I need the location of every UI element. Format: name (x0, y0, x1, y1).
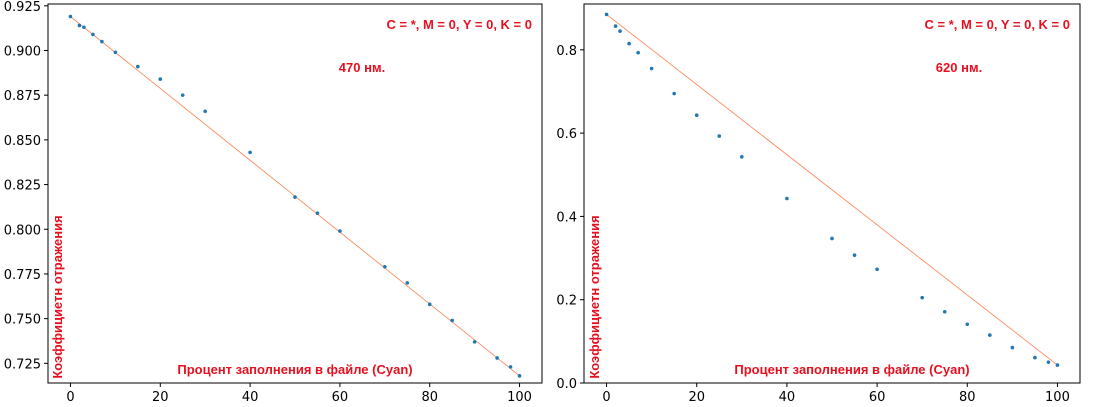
chart-2-axes: 0 20 40 60 80 100 0.0 0.2 0.4 0.6 0.8 (556, 44, 1070, 405)
data-point (694, 113, 699, 118)
chart-1-points (68, 14, 522, 378)
data-point (158, 77, 163, 81)
chart-2-plot-frame (583, 3, 1081, 384)
y-tick-label: 0.750 (4, 313, 41, 328)
data-point (495, 356, 499, 360)
chart-2-ylabel: Коэффициетн отражения (587, 215, 602, 378)
data-point (942, 309, 947, 314)
y-tick-label: 0.0 (556, 377, 577, 392)
data-point (338, 229, 342, 233)
chart-2-points (604, 12, 1060, 367)
chart-1-plot-frame (47, 3, 543, 384)
x-tick-label: 80 (959, 390, 976, 405)
y-tick-label: 0.2 (556, 294, 577, 309)
data-point (517, 374, 522, 378)
data-point (717, 134, 722, 138)
data-point (405, 281, 410, 285)
chart-2-annotation-wavelength: 620 нм. (936, 60, 982, 75)
data-point (100, 39, 104, 44)
chart-1-annotation-wavelength: 470 нм. (339, 60, 385, 75)
x-tick-label: 80 (421, 390, 438, 405)
y-tick-label: 0.800 (4, 223, 41, 238)
data-point (315, 211, 320, 215)
data-point (785, 196, 789, 201)
y-tick-label: 0.6 (556, 127, 577, 142)
y-tick-label: 0.825 (4, 179, 41, 194)
data-point (965, 322, 970, 327)
data-point (852, 253, 857, 257)
data-point (672, 91, 676, 96)
data-point (77, 23, 82, 28)
data-point (91, 32, 95, 37)
data-point (82, 25, 86, 30)
chart-2-fit-line (606, 14, 1058, 366)
x-tick-label: 60 (332, 390, 349, 405)
x-tick-label: 0 (66, 390, 74, 405)
x-tick-label: 20 (688, 390, 705, 405)
data-point (113, 50, 118, 55)
data-point (988, 333, 992, 337)
data-point (180, 93, 185, 97)
data-point (830, 236, 834, 241)
x-tick-label: 60 (869, 390, 886, 405)
chart-2-xlabel: Процент заполнения в файле (Cyan) (734, 362, 969, 377)
data-point (740, 155, 744, 159)
chart-1-axes: 0 20 40 60 80 100 0.725 0.750 0.775 0.800 0.825 0.8… (4, 0, 532, 405)
data-point (1010, 345, 1015, 350)
data-point (136, 64, 140, 69)
data-point (293, 195, 297, 199)
data-point (604, 12, 609, 17)
data-point (383, 264, 387, 269)
data-point (450, 318, 454, 323)
chart-2: 0 20 40 60 80 100 0.0 0.2 0.4 0.6 0.8 C = *, M = 0… (556, 3, 1081, 405)
y-tick-label: 0.775 (4, 268, 41, 283)
y-tick-label: 0.4 (556, 210, 577, 225)
chart-1-xlabel: Процент заполнения в файле (Cyan) (177, 362, 412, 377)
chart-1-annotation-formula: C = *, M = 0, Y = 0, K = 0 (387, 17, 533, 32)
y-tick-label: 0.725 (4, 357, 41, 372)
y-tick-label: 0.875 (4, 89, 41, 104)
x-tick-label: 20 (152, 390, 169, 405)
y-tick-label: 0.850 (4, 134, 41, 149)
data-point (203, 109, 207, 114)
chart-1: 0 20 40 60 80 100 0.725 0.750 0.775 0.800 0.825 0.8… (4, 0, 543, 405)
x-tick-label: 40 (779, 390, 796, 405)
chart-2-annotation-formula: C = *, M = 0, Y = 0, K = 0 (925, 17, 1071, 32)
data-point (1046, 360, 1051, 364)
data-point (627, 41, 631, 46)
data-point (613, 24, 618, 28)
data-point (649, 66, 654, 71)
y-tick-label: 0.900 (4, 44, 41, 59)
y-tick-label: 0.925 (4, 0, 41, 15)
data-point (1033, 355, 1037, 360)
data-point (248, 150, 252, 155)
data-point (618, 29, 622, 33)
x-tick-label: 40 (242, 390, 259, 405)
chart-1-ylabel: Коэффициетн отражения (50, 215, 65, 378)
data-point (508, 365, 513, 369)
data-point (427, 302, 432, 307)
data-point (636, 50, 640, 55)
data-point (68, 14, 73, 19)
data-point (875, 267, 879, 272)
data-point (472, 340, 477, 344)
x-tick-label: 0 (602, 390, 610, 405)
y-tick-label: 0.8 (556, 44, 577, 59)
x-tick-label: 100 (507, 390, 532, 405)
data-point (1055, 363, 1060, 367)
x-tick-label: 100 (1045, 390, 1070, 405)
data-point (920, 295, 924, 300)
